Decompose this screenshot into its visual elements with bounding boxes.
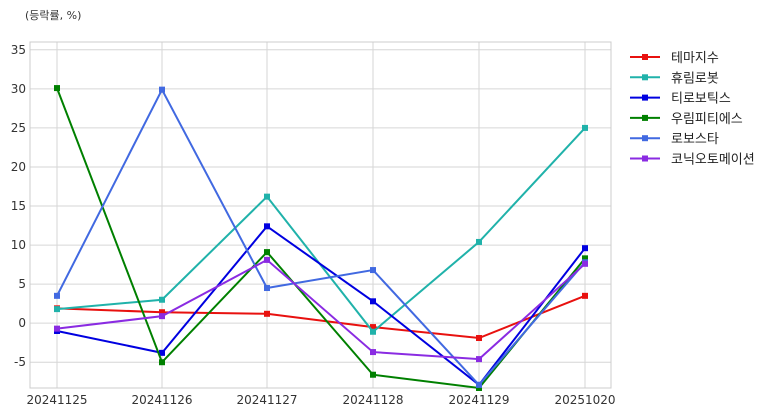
data-point xyxy=(582,245,588,252)
data-point xyxy=(159,349,165,356)
series-group xyxy=(54,85,588,391)
legend-marker xyxy=(642,94,648,101)
data-point xyxy=(582,260,588,267)
data-point xyxy=(582,124,588,131)
data-point xyxy=(159,309,165,316)
y-tick-label: -5 xyxy=(14,355,26,369)
series-line-2 xyxy=(56,127,586,334)
x-tick-label: 20241129 xyxy=(448,393,509,407)
legend-marker xyxy=(642,54,648,60)
x-tick-label: 20241126 xyxy=(131,393,192,407)
legend-marker xyxy=(642,155,648,162)
x-tick-label: 20241128 xyxy=(342,393,403,407)
legend-label: 코닉오토메이션 xyxy=(671,153,755,168)
data-point xyxy=(159,296,165,303)
data-point xyxy=(264,223,270,230)
data-point xyxy=(264,193,270,200)
data-point xyxy=(476,385,482,391)
series-line-5 xyxy=(56,87,586,387)
grid xyxy=(30,42,611,388)
legend-marker xyxy=(642,114,648,121)
x-tick-label: 20241125 xyxy=(26,393,87,407)
y-tick-label: 5 xyxy=(18,277,26,291)
data-point xyxy=(582,292,588,299)
legend-label: 테마지수 xyxy=(671,51,719,66)
data-point xyxy=(54,306,60,313)
y-tick-label: 15 xyxy=(11,199,26,213)
series-line-3 xyxy=(56,224,586,387)
data-point xyxy=(159,86,165,93)
data-point xyxy=(582,255,588,262)
y-tick-label: 20 xyxy=(11,160,26,174)
y-tick-label: 25 xyxy=(11,121,26,135)
data-point xyxy=(476,381,482,388)
legend-label: 로보스타 xyxy=(671,132,719,147)
series-line-4 xyxy=(56,87,586,390)
x-tick-label: 20241127 xyxy=(236,393,297,407)
data-point xyxy=(264,256,270,263)
legend-label: 휴림로봇 xyxy=(671,71,719,86)
data-point xyxy=(476,356,482,363)
legend-marker xyxy=(642,74,648,81)
unit-label: (등락률, %) xyxy=(25,9,81,22)
data-point xyxy=(54,292,60,299)
data-point xyxy=(264,249,270,256)
data-point xyxy=(54,85,60,92)
y-tick-label: 0 xyxy=(18,316,26,330)
data-point xyxy=(370,267,376,274)
data-point xyxy=(159,313,165,320)
data-point xyxy=(370,349,376,356)
y-axis: -5 0 5 10 15 20 25 30 35 xyxy=(11,43,26,369)
data-point xyxy=(264,310,270,317)
data-point xyxy=(476,335,482,342)
plot-frame xyxy=(29,41,612,389)
data-point xyxy=(370,324,376,331)
x-tick-label: 20251020 xyxy=(554,393,615,407)
data-point xyxy=(370,371,376,378)
series-line-1 xyxy=(56,294,586,340)
series-line-6 xyxy=(56,258,586,361)
data-point xyxy=(370,328,376,335)
data-point xyxy=(476,238,482,245)
legend-label: 티로보틱스 xyxy=(671,92,731,107)
y-tick-label: 10 xyxy=(11,238,26,252)
data-point xyxy=(54,325,60,332)
y-tick-label: 35 xyxy=(11,43,26,57)
data-point xyxy=(159,359,165,366)
x-axis: 20241125 20241126 20241127 20241128 20241129… xyxy=(26,393,615,407)
legend-marker xyxy=(642,135,648,142)
legend-label: 우림피티에스 xyxy=(671,112,743,127)
y-tick-label: 30 xyxy=(11,82,26,96)
data-point xyxy=(370,298,376,305)
data-point xyxy=(264,285,270,292)
